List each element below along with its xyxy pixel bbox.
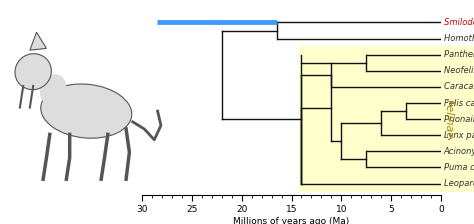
Bar bbox=[441, 46, 474, 192]
Text: Smilodon populator: Smilodon populator bbox=[444, 18, 474, 27]
Text: Felinae: Felinae bbox=[444, 99, 454, 139]
X-axis label: Millions of years ago (Ma): Millions of years ago (Ma) bbox=[233, 217, 350, 224]
Text: Panthera spp.: Panthera spp. bbox=[444, 50, 474, 59]
Bar bbox=[300, 46, 441, 192]
Polygon shape bbox=[30, 32, 46, 50]
Text: Puma concolor: Puma concolor bbox=[444, 163, 474, 172]
Ellipse shape bbox=[15, 54, 51, 90]
Text: Homotherium latidens: Homotherium latidens bbox=[444, 34, 474, 43]
Ellipse shape bbox=[40, 74, 66, 105]
Text: Acinonyx jubatus: Acinonyx jubatus bbox=[444, 147, 474, 156]
Text: Caracal caracal: Caracal caracal bbox=[444, 82, 474, 91]
Text: Leopardus pardalis: Leopardus pardalis bbox=[444, 179, 474, 188]
Text: Felis catus: Felis catus bbox=[444, 99, 474, 108]
Text: Lynx pardinus: Lynx pardinus bbox=[444, 131, 474, 140]
Ellipse shape bbox=[41, 84, 132, 138]
Text: Neofelis nebulosa: Neofelis nebulosa bbox=[444, 66, 474, 75]
Text: Prionailurus bengalensis: Prionailurus bengalensis bbox=[444, 115, 474, 124]
